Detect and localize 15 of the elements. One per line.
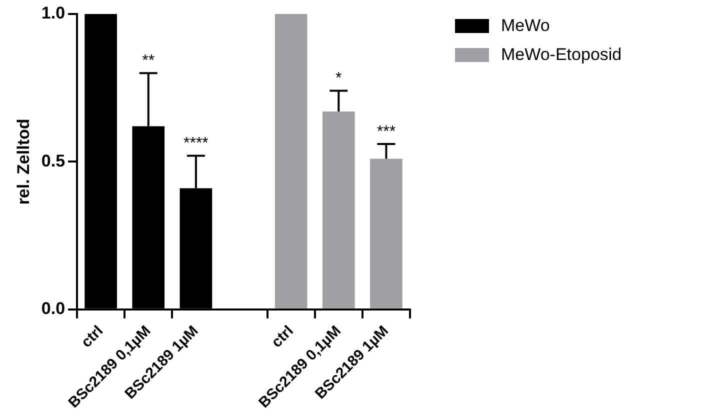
legend-label: MeWo bbox=[501, 16, 550, 36]
y-tick-label: 1.0 bbox=[41, 4, 66, 23]
annotation: *** bbox=[376, 123, 396, 140]
annotation: **** bbox=[183, 135, 208, 152]
y-tick-label: 0.0 bbox=[41, 299, 66, 318]
bar bbox=[370, 158, 402, 308]
x-tick-label: ctrl bbox=[268, 322, 297, 352]
y-axis-title: rel. Zelltod bbox=[14, 118, 33, 205]
annotation: * bbox=[336, 70, 342, 88]
annotation: ** bbox=[142, 52, 155, 70]
x-tick-label: ctrl bbox=[78, 322, 107, 352]
bar bbox=[274, 14, 308, 308]
bar bbox=[322, 111, 355, 308]
legend-label: MeWo-Etoposid bbox=[501, 45, 622, 65]
y-tick-label: 0.5 bbox=[41, 151, 66, 170]
